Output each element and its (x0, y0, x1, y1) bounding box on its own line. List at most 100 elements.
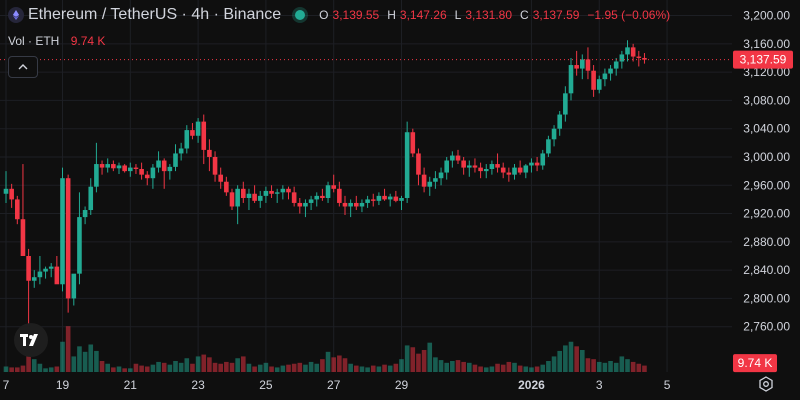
candle-body (404, 132, 410, 198)
candle-body (178, 148, 184, 154)
collapse-legend-button[interactable] (8, 56, 38, 78)
grid-lines (0, 0, 800, 372)
candle-body (241, 188, 246, 198)
candle-body (235, 188, 240, 207)
volume-bar (342, 358, 348, 372)
volume-bar (596, 361, 602, 372)
time-tick-label: 23 (191, 378, 205, 392)
volume-bar (433, 357, 438, 372)
candle-body (580, 59, 585, 69)
volume-bar (156, 361, 161, 372)
volume-bar (534, 366, 540, 372)
ethereum-icon (8, 7, 24, 23)
volume-bar (461, 361, 466, 372)
gear-icon[interactable] (758, 376, 774, 392)
candle-body (303, 202, 308, 207)
volume-bar (427, 342, 433, 372)
candle-body (15, 199, 20, 220)
close-label: C (520, 8, 529, 22)
volume-bar (241, 356, 246, 372)
volume-bar (523, 366, 529, 372)
volume-bar (348, 363, 353, 372)
last-volume-label: 9.74 K (733, 354, 777, 373)
candle-body (257, 195, 263, 201)
candle-body (359, 202, 365, 207)
volume-bar (257, 364, 263, 372)
symbol-title[interactable]: Ethereum / TetherUS · 4h · Binance (28, 6, 282, 23)
volume-bar (421, 350, 427, 372)
candle-body (246, 193, 252, 198)
candle-body (111, 164, 116, 169)
volume-bar (551, 356, 557, 372)
volume-bar (218, 363, 223, 372)
candle-body (574, 65, 579, 69)
volume-bar (178, 362, 184, 372)
volume-bar (619, 356, 625, 372)
volume-bar (376, 366, 382, 372)
candle-body (517, 167, 523, 173)
volume-bar (500, 364, 506, 372)
volume-bar (450, 361, 455, 372)
volume-bar (246, 363, 252, 372)
candle-body (116, 165, 122, 169)
last-price-label: 3,137.59 (733, 50, 793, 69)
volume-bar (133, 363, 139, 372)
candle-body (461, 160, 466, 168)
candle-body (201, 121, 207, 150)
price-axis-labels: 3,200.003,160.003,120.003,080.003,040.00… (743, 9, 790, 334)
time-tick-label: 3 (596, 378, 603, 392)
time-axis[interactable] (0, 372, 800, 400)
candle-body (128, 167, 133, 172)
price-tick-label: 2,880.00 (743, 235, 790, 249)
time-tick-label: 5 (664, 378, 671, 392)
volume-bar (297, 362, 303, 372)
volume-bar (574, 346, 579, 372)
volume-bar (540, 364, 546, 372)
volume-bar (65, 326, 71, 372)
volume-bar (563, 345, 568, 372)
candle-body (354, 202, 359, 207)
candle-body (122, 165, 127, 172)
candle-body (77, 217, 82, 274)
volume-bar (229, 362, 235, 372)
volume-bar (370, 365, 376, 372)
volume-bar (77, 346, 82, 372)
candle-body (9, 188, 14, 200)
volume-bar (88, 344, 94, 372)
ohlc-values: O 3,139.55 H 3,147.26 L 3,131.80 C 3,137.59 … (319, 8, 674, 22)
candle-body (144, 174, 150, 179)
volume-bar (94, 350, 99, 372)
candle-body (495, 164, 500, 168)
candle-body (60, 178, 65, 285)
volume-bars (3, 326, 647, 372)
volume-bar (337, 355, 342, 372)
volume-bar (354, 365, 359, 372)
volume-bar (613, 362, 619, 372)
low-value: 3,131.80 (465, 8, 513, 22)
candle-body (534, 162, 540, 166)
candle-body (393, 196, 399, 201)
candle-body (625, 47, 630, 55)
volume-bar (116, 366, 122, 372)
price-tick-label: 3,000.00 (743, 150, 790, 164)
tradingview-logo-icon[interactable] (14, 323, 48, 357)
volume-bar (517, 365, 523, 372)
volume-bar (472, 364, 478, 372)
candle-body (376, 195, 382, 201)
candle-body (421, 174, 427, 187)
candle-body (370, 199, 376, 201)
volume-bar (139, 365, 144, 372)
volume-bar (269, 366, 274, 372)
volume-bar (314, 363, 320, 372)
volume-bar (636, 363, 642, 372)
time-tick-label: 25 (259, 378, 273, 392)
volume-bar (9, 367, 14, 372)
candle-body (71, 273, 77, 299)
candle-body (365, 199, 370, 203)
candle-body (184, 130, 190, 149)
market-status-indicator[interactable] (295, 10, 306, 20)
price-tick-label: 3,200.00 (743, 9, 790, 23)
price-tick-label: 3,160.00 (743, 37, 790, 51)
candle-body (489, 164, 495, 170)
